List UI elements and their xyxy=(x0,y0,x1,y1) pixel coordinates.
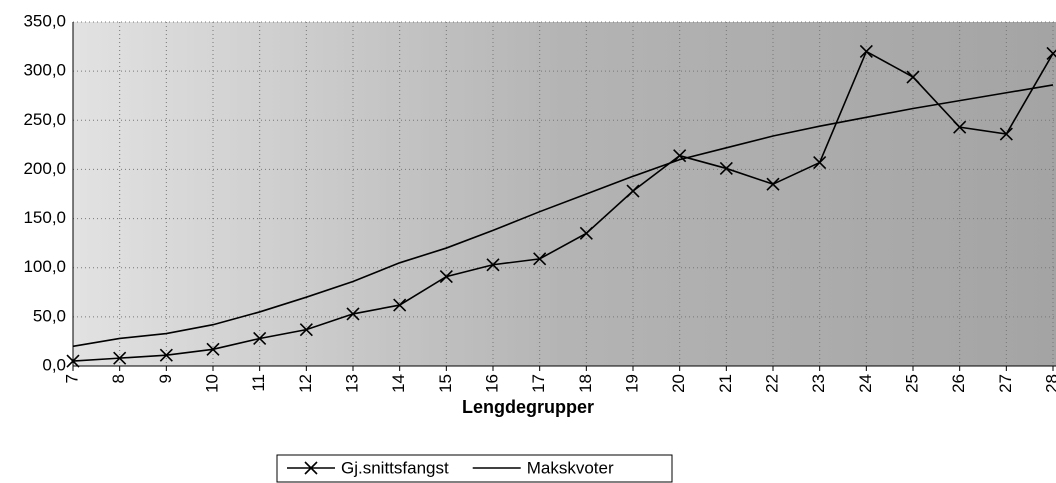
series-line xyxy=(72,84,1054,348)
x-tick-label: 21 xyxy=(716,374,735,393)
marker xyxy=(66,354,80,368)
marker xyxy=(906,70,920,84)
marker xyxy=(253,331,267,346)
x-tick-label: 23 xyxy=(809,374,828,393)
x-tick-label: 20 xyxy=(669,374,688,393)
y-tick-label: 50,0 xyxy=(33,306,66,325)
x-tick-label: 15 xyxy=(436,374,455,393)
x-tick-label: 22 xyxy=(762,374,781,393)
marker xyxy=(346,307,360,321)
x-tick-label: 14 xyxy=(389,374,408,393)
marker xyxy=(113,351,127,365)
y-tick-label: 200,0 xyxy=(23,159,66,178)
x-tick-label: 24 xyxy=(856,374,875,393)
legend-label: Makskvoter xyxy=(527,458,614,477)
series-line xyxy=(72,50,1054,362)
marker xyxy=(719,161,733,176)
marker xyxy=(626,184,640,198)
x-tick-label: 19 xyxy=(622,374,641,393)
marker xyxy=(673,149,687,163)
marker xyxy=(159,348,173,362)
x-tick-label: 10 xyxy=(202,374,221,393)
x-tick-label: 28 xyxy=(1042,374,1056,393)
x-axis-title: Lengdegrupper xyxy=(462,397,594,417)
x-tick-label: 8 xyxy=(109,374,128,383)
marker xyxy=(393,298,407,312)
marker xyxy=(813,155,827,170)
marker xyxy=(299,323,313,337)
y-tick-label: 350,0 xyxy=(23,11,66,30)
marker xyxy=(579,226,593,240)
x-tick-label: 13 xyxy=(342,374,361,393)
x-tick-label: 9 xyxy=(156,374,175,383)
x-tick-label: 7 xyxy=(62,374,81,383)
y-tick-label: 250,0 xyxy=(23,110,66,129)
y-tick-label: 300,0 xyxy=(23,61,66,80)
marker xyxy=(439,269,453,284)
x-tick-label: 17 xyxy=(529,374,548,393)
legend-marker xyxy=(304,461,318,475)
x-tick-label: 26 xyxy=(949,374,968,393)
marker xyxy=(999,127,1013,141)
y-tick-label: 150,0 xyxy=(23,208,66,227)
plot-area xyxy=(73,22,1056,366)
y-tick-label: 100,0 xyxy=(23,257,66,276)
legend-label: Gj.snittsfangst xyxy=(341,458,449,477)
x-tick-label: 11 xyxy=(249,374,268,392)
y-tick-label: 0,0 xyxy=(42,355,66,374)
marker xyxy=(1046,46,1056,61)
x-tick-label: 16 xyxy=(482,374,501,393)
x-tick-label: 27 xyxy=(996,374,1015,393)
x-tick-label: 25 xyxy=(902,374,921,393)
marker xyxy=(953,120,967,134)
marker xyxy=(206,342,220,356)
marker xyxy=(486,258,500,272)
x-tick-label: 18 xyxy=(576,374,595,393)
marker xyxy=(859,44,873,59)
x-tick-label: 12 xyxy=(296,374,315,393)
marker xyxy=(766,177,780,191)
marker xyxy=(533,252,547,266)
